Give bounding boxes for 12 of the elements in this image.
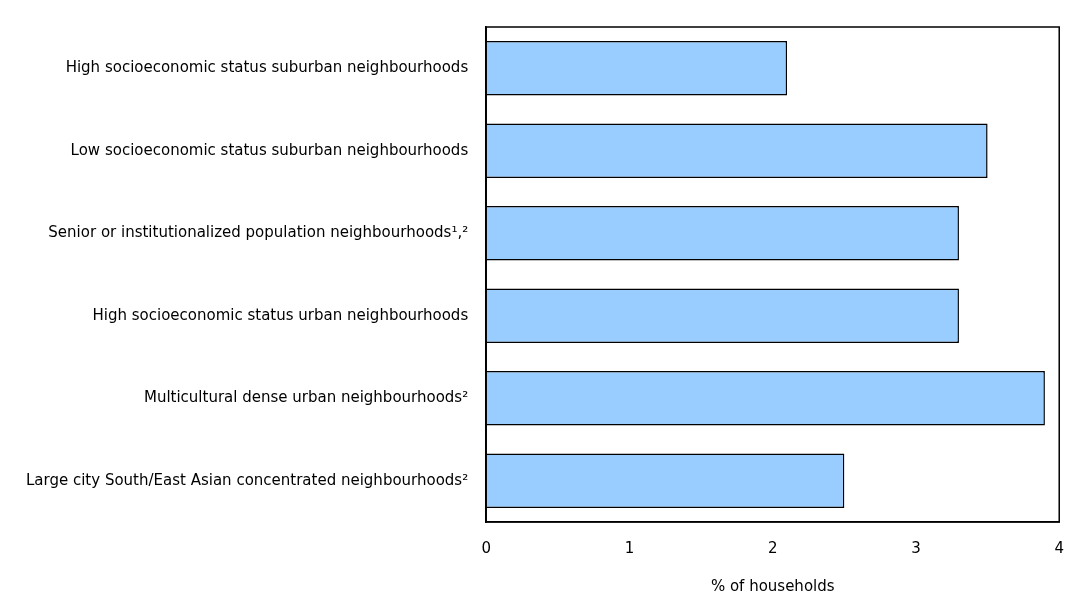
x-axis-title: % of households bbox=[710, 576, 835, 595]
y-tick-label: Senior or institutionalized population neighbourhoods¹,² bbox=[48, 223, 469, 242]
x-tick-label: 1 bbox=[624, 538, 635, 557]
x-tick-label: 2 bbox=[767, 538, 778, 557]
y-tick-label: Multicultural dense urban neighbourhoods² bbox=[143, 388, 469, 407]
y-tick-label: Large city South/East Asian concentrated neighbourhoods² bbox=[25, 470, 469, 489]
x-tick-label: 4 bbox=[1054, 538, 1064, 557]
x-tick-label: 0 bbox=[481, 538, 491, 557]
y-tick-label: High socioeconomic status suburban neighbourhoods bbox=[65, 58, 469, 77]
x-tick-label: 3 bbox=[911, 538, 921, 557]
y-tick-label: High socioeconomic status urban neighbourhoods bbox=[92, 305, 469, 324]
y-tick-label: Low socioeconomic status suburban neighbourhoods bbox=[70, 140, 469, 159]
